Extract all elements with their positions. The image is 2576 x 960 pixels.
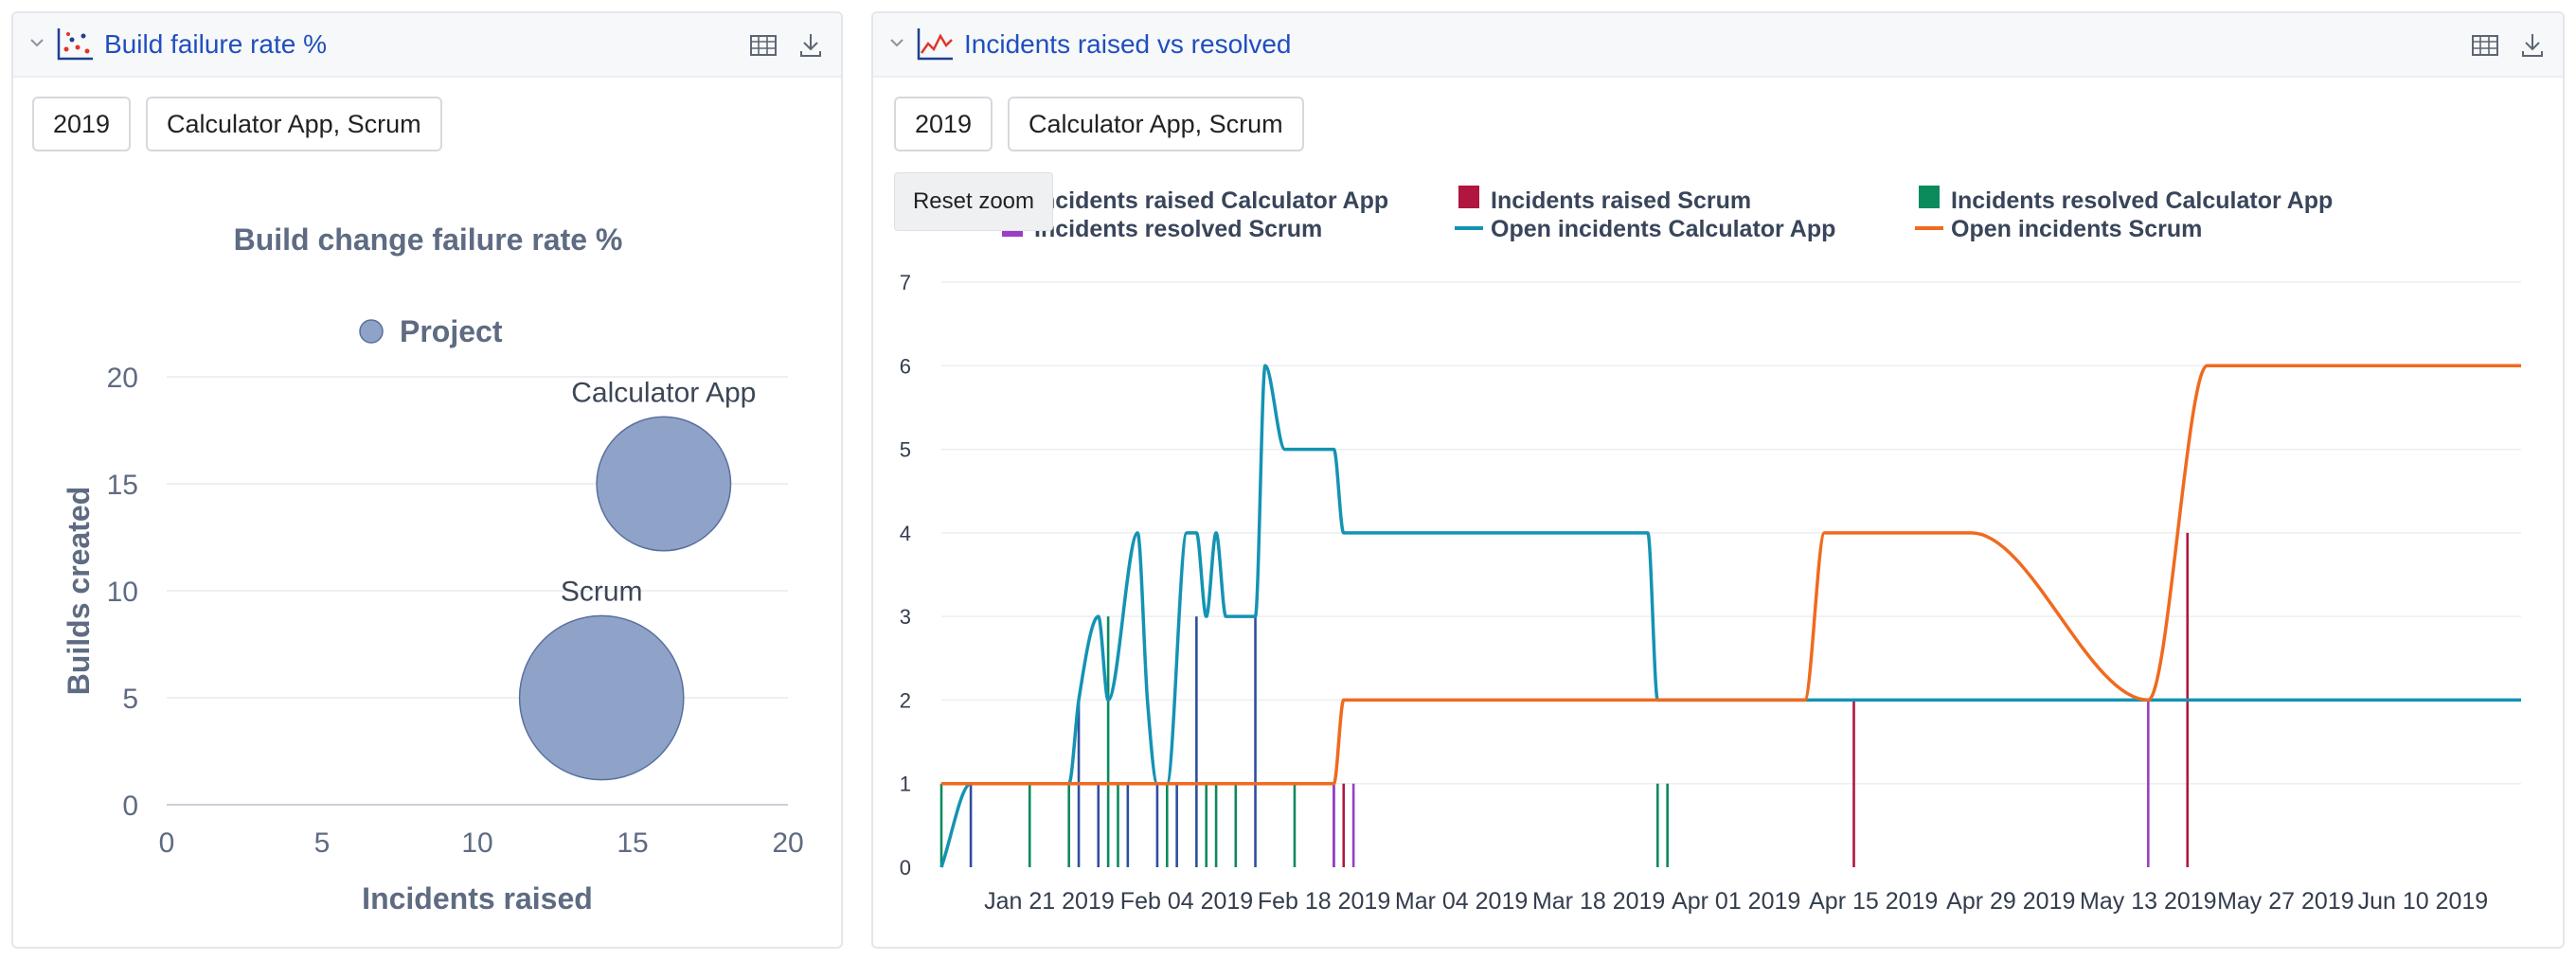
panel-title[interactable]: Incidents raised vs resolved	[964, 29, 1292, 59]
chart-title: Build change failure rate %	[234, 222, 623, 257]
incident-bar	[1655, 783, 1659, 867]
panel-header: Build failure rate %	[13, 13, 841, 78]
x-tick-label: Feb 18 2019	[1258, 888, 1390, 915]
project-filter[interactable]: Calculator App, Scrum	[1008, 97, 1304, 151]
scatter-chart-icon	[57, 28, 93, 61]
x-tick-label: Jan 21 2019	[984, 888, 1115, 915]
incident-bar	[2147, 700, 2150, 867]
x-tick-label: Apr 15 2019	[1809, 888, 1938, 915]
x-axis-label: Incidents raised	[362, 881, 593, 916]
y-tick-label: 2	[900, 688, 911, 712]
y-tick-label: 3	[900, 605, 911, 629]
y-tick-label: 0	[122, 791, 138, 822]
legend-label: Incidents resolved Scrum	[1034, 216, 1322, 242]
x-tick-label: 0	[159, 827, 175, 859]
y-axis-label: Builds created	[62, 487, 96, 696]
line-chart-icon	[917, 28, 953, 61]
x-tick-label: May 13 2019	[2080, 888, 2217, 915]
bubble-point	[596, 416, 732, 552]
x-tick-label: Feb 04 2019	[1120, 888, 1253, 915]
incident-bar	[1666, 783, 1669, 867]
incident-bar	[1097, 783, 1100, 867]
legend-label: Incidents resolved Calculator App	[1951, 187, 2333, 214]
y-tick-label: 15	[107, 470, 138, 501]
incident-bar	[939, 783, 943, 867]
y-tick-label: 1	[900, 773, 911, 796]
open-incidents-line	[940, 364, 2521, 786]
x-tick-label: 20	[772, 827, 803, 859]
incident-bar	[1028, 783, 1031, 867]
y-tick-label: 5	[900, 438, 911, 462]
bubble-point	[518, 614, 685, 781]
chevron-down-icon[interactable]	[888, 34, 905, 51]
project-filter[interactable]: Calculator App, Scrum	[146, 97, 442, 151]
incident-bar	[1214, 783, 1218, 867]
y-tick-label: 5	[122, 684, 138, 715]
incident-bar	[1342, 783, 1346, 867]
legend-marker	[359, 319, 384, 344]
panel-header: Incidents raised vs resolved	[873, 13, 2563, 78]
y-tick-label: 6	[900, 354, 911, 378]
legend-label: Open incidents Calculator App	[1491, 216, 1835, 242]
legend-label: Open incidents Scrum	[1951, 216, 2202, 242]
legend-marker	[1919, 186, 1940, 208]
incident-bar	[1333, 783, 1335, 867]
legend-label: Project	[400, 314, 503, 348]
y-tick-label: 0	[900, 856, 911, 880]
incident-bar	[1106, 616, 1110, 867]
incident-bar	[1155, 783, 1159, 867]
incident-bar	[1351, 783, 1355, 867]
x-tick-label: May 27 2019	[2217, 888, 2354, 915]
legend-label: Incidents raised Scrum	[1491, 187, 1751, 214]
download-icon[interactable]	[796, 30, 826, 61]
bubble-label: Scrum	[561, 576, 643, 607]
legend-label: Incidents raised Calculator App	[1034, 187, 1388, 214]
x-tick-label: Mar 04 2019	[1395, 888, 1528, 915]
y-tick-label: 4	[900, 522, 911, 545]
incident-bar	[1067, 783, 1070, 867]
incident-bar	[1175, 783, 1178, 867]
x-tick-label: 15	[617, 827, 648, 859]
incident-bar	[1254, 616, 1257, 867]
legend-marker	[1458, 186, 1479, 208]
incident-bar	[969, 783, 973, 867]
incident-bar	[1205, 783, 1208, 867]
bubble-label: Calculator App	[571, 377, 756, 408]
build-failure-panel: Build failure rate % 2019 Calculator App…	[11, 11, 843, 949]
bubble-chart: Build change failure rate % Project 0 5 10 15…	[62, 222, 804, 916]
incident-bar	[1126, 783, 1130, 867]
x-tick-label: 5	[314, 827, 331, 859]
incident-bar	[1293, 783, 1297, 867]
download-icon[interactable]	[2517, 30, 2548, 61]
incident-bar	[1117, 783, 1119, 867]
incident-bar	[1165, 783, 1169, 867]
incident-bar	[1852, 700, 1855, 867]
incident-bar	[1195, 616, 1198, 867]
table-view-icon[interactable]	[2470, 30, 2500, 61]
x-tick-label: 10	[461, 827, 492, 859]
x-tick-label: Apr 01 2019	[1672, 888, 1800, 915]
incidents-chart: 0 1 2 3 4 5 6 7 Jan 21 2019 Feb 04 2019 Feb 18 201…	[900, 186, 2521, 915]
panel-title[interactable]: Build failure rate %	[104, 29, 328, 59]
y-tick-label: 20	[107, 363, 138, 394]
chevron-down-icon[interactable]	[28, 34, 45, 51]
y-tick-label: 7	[900, 271, 911, 294]
x-tick-label: Mar 18 2019	[1532, 888, 1665, 915]
year-filter[interactable]: 2019	[894, 97, 993, 151]
reset-zoom-button[interactable]: Reset zoom	[894, 172, 1053, 231]
x-tick-label: Jun 10 2019	[2358, 888, 2489, 915]
table-view-icon[interactable]	[748, 30, 778, 61]
year-filter[interactable]: 2019	[32, 97, 132, 151]
incident-bar	[1234, 783, 1238, 867]
open-incidents-line	[939, 364, 2521, 868]
x-tick-label: Apr 29 2019	[1946, 888, 2075, 915]
y-tick-label: 10	[107, 577, 138, 608]
incidents-panel: Incidents raised vs resolved 2019 Calcul…	[871, 11, 2565, 949]
